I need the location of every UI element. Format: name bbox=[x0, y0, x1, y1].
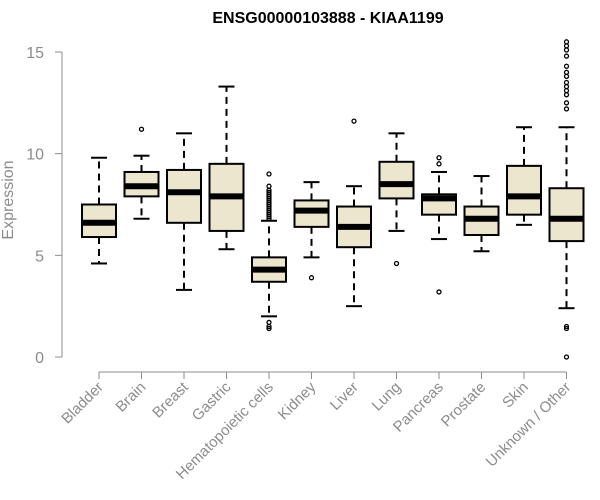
box-kidney bbox=[293, 181, 330, 281]
outlier-point bbox=[436, 155, 442, 161]
x-tick-label: Breast bbox=[149, 378, 192, 421]
box-gastric bbox=[208, 85, 245, 251]
x-tick-label: Bladder bbox=[58, 379, 107, 428]
outlier-point bbox=[393, 260, 400, 267]
box-skin bbox=[506, 126, 542, 226]
outlier-point bbox=[563, 63, 570, 69]
y-tick-label: 0 bbox=[35, 350, 44, 367]
outlier-point bbox=[563, 47, 570, 53]
y-axis: 0 5 10 15 bbox=[26, 45, 63, 367]
boxes-group bbox=[81, 39, 585, 360]
y-tick-label: 15 bbox=[26, 45, 44, 62]
outlier-point bbox=[308, 275, 315, 281]
iqr-box bbox=[548, 187, 585, 243]
outlier-point bbox=[266, 325, 272, 332]
outlier-point bbox=[266, 189, 272, 195]
chart-title: ENSG00000103888 - KIAA1199 bbox=[212, 10, 443, 27]
y-tick-label: 10 bbox=[26, 147, 44, 164]
outlier-point bbox=[563, 323, 570, 330]
iqr-box bbox=[293, 199, 330, 228]
outlier-point bbox=[563, 106, 570, 112]
outlier-point bbox=[563, 79, 570, 86]
outlier-point bbox=[563, 53, 570, 59]
outlier-point bbox=[563, 43, 570, 49]
x-tick-label: Lung bbox=[369, 379, 405, 415]
x-tick-label: Liver bbox=[327, 379, 362, 414]
x-tick-label: Brain bbox=[113, 379, 150, 416]
box-prostate bbox=[463, 175, 500, 253]
outlier-point bbox=[138, 126, 145, 132]
x-tick-label: Kidney bbox=[275, 378, 320, 423]
y-axis-label: Expression bbox=[0, 160, 17, 239]
outlier-point bbox=[563, 69, 570, 75]
box-brain bbox=[123, 126, 160, 220]
outlier-point bbox=[563, 87, 570, 94]
iqr-box bbox=[166, 168, 202, 224]
box-bladder bbox=[81, 156, 117, 265]
box-breast bbox=[166, 132, 202, 291]
iqr-box bbox=[378, 160, 415, 200]
outlier-point bbox=[563, 325, 570, 332]
outlier-point bbox=[266, 183, 272, 189]
iqr-box bbox=[506, 164, 542, 216]
x-tick-label: Skin bbox=[499, 379, 532, 412]
outlier-point bbox=[563, 83, 570, 90]
outlier-point bbox=[436, 161, 442, 167]
x-tick-label: Prostate bbox=[438, 379, 490, 431]
box-lung bbox=[378, 132, 415, 267]
outlier-point bbox=[436, 289, 442, 295]
outlier-point bbox=[563, 354, 570, 360]
outlier-point bbox=[266, 171, 272, 177]
outlier-point bbox=[563, 100, 570, 106]
outlier-point bbox=[563, 73, 570, 80]
outlier-point bbox=[563, 39, 570, 45]
outlier-point bbox=[563, 92, 570, 98]
box-pancreas bbox=[421, 155, 457, 295]
outlier-point bbox=[351, 118, 357, 124]
box-unknown-other bbox=[548, 39, 585, 360]
box-liver bbox=[336, 118, 372, 308]
y-tick-label: 5 bbox=[35, 248, 44, 265]
box-hematopoietic-cells bbox=[251, 171, 287, 332]
outlier-point bbox=[266, 319, 272, 326]
